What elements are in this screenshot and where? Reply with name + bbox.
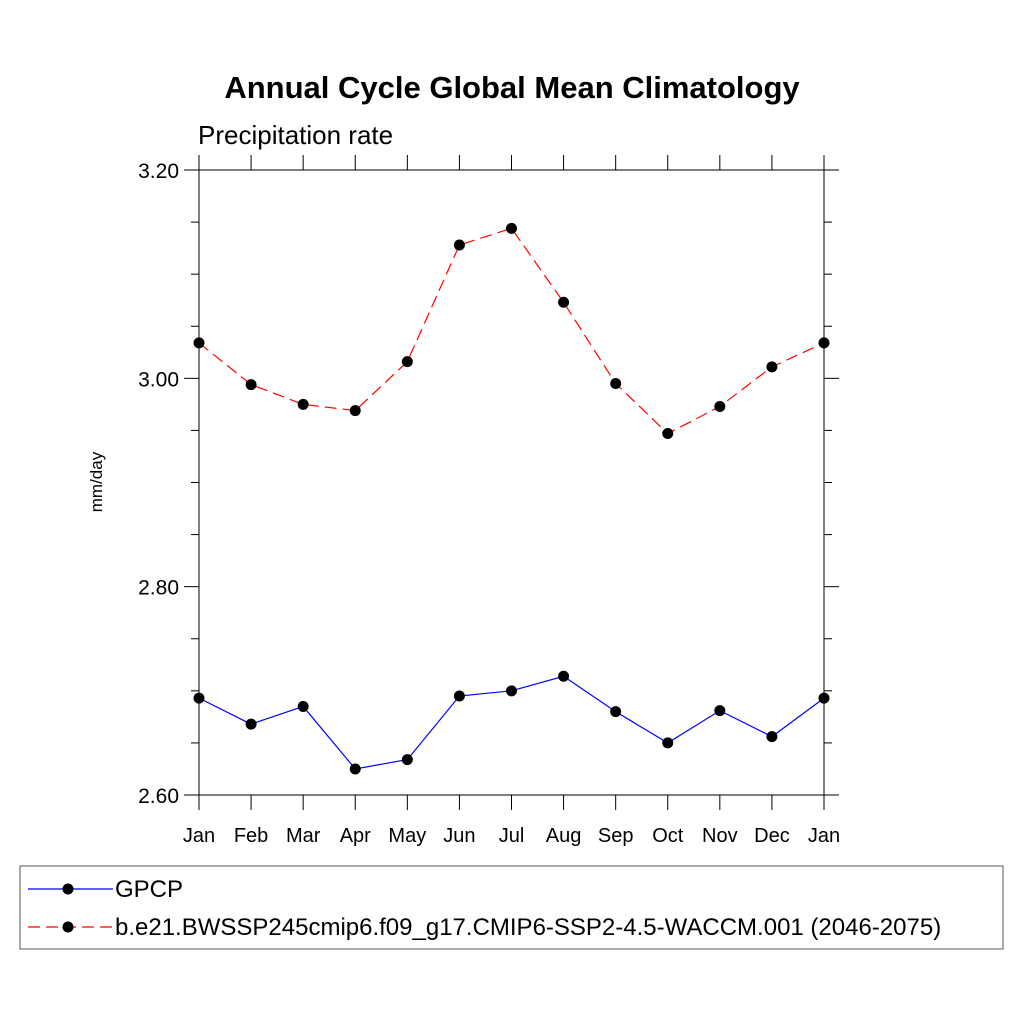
data-point xyxy=(453,239,465,251)
x-tick-label: May xyxy=(388,825,426,847)
legend-marker xyxy=(62,883,74,895)
chart-title: Annual Cycle Global Mean Climatology xyxy=(224,70,800,105)
legend-box xyxy=(19,865,1004,950)
x-tick-label: Nov xyxy=(702,825,738,847)
x-tick-label: Apr xyxy=(340,825,371,847)
legend-label: GPCP xyxy=(115,876,183,903)
x-tick-label: Oct xyxy=(652,825,684,847)
y-tick-labels: 2.60 2.80 3.00 3.20 xyxy=(138,160,179,808)
data-point xyxy=(766,731,778,743)
data-point xyxy=(349,763,361,775)
data-point xyxy=(349,405,361,417)
data-point xyxy=(401,356,413,368)
x-tick-label: Dec xyxy=(754,825,790,847)
data-point xyxy=(818,692,830,704)
y-tick-label: 3.20 xyxy=(138,160,179,183)
data-point xyxy=(818,337,830,349)
axes-ticks xyxy=(184,155,839,810)
data-point xyxy=(610,706,622,718)
y-tick-label: 2.60 xyxy=(138,785,179,808)
y-tick-label: 2.80 xyxy=(138,577,179,600)
data-point xyxy=(245,718,257,730)
data-point xyxy=(662,428,674,440)
legend-label: b.e21.BWSSP245cmip6.f09_g17.CMIP6-SSP2-4… xyxy=(115,914,941,941)
data-point xyxy=(401,754,413,766)
data-point xyxy=(558,296,570,308)
y-tick-label: 3.00 xyxy=(138,368,179,391)
data-point xyxy=(714,705,726,717)
data-point xyxy=(506,222,517,234)
data-point xyxy=(662,737,674,749)
data-point xyxy=(193,692,205,704)
chart-subtitle: Precipitation rate xyxy=(198,120,393,150)
x-tick-label: Jan xyxy=(183,825,215,847)
data-point xyxy=(610,378,622,390)
x-tick-label: Jul xyxy=(499,825,525,847)
x-tick-label: Jan xyxy=(808,825,840,847)
x-tick-label: Sep xyxy=(598,825,634,847)
data-point xyxy=(766,361,778,373)
data-point xyxy=(453,690,465,702)
x-tick-label: Aug xyxy=(546,825,582,847)
data-point xyxy=(558,670,570,682)
x-tick-labels: Jan Feb Mar Apr May Jun Jul Aug Sep Oct Nov Dec Jan xyxy=(183,825,840,847)
data-point xyxy=(714,400,726,412)
data-point xyxy=(297,398,309,410)
data-point xyxy=(506,685,517,697)
data-point xyxy=(193,337,205,349)
data-point xyxy=(245,379,257,391)
y-axis-label: mm/day xyxy=(87,451,106,512)
data-point xyxy=(297,700,309,712)
series-layer xyxy=(193,222,830,775)
x-tick-label: Jun xyxy=(443,825,475,847)
x-tick-label: Feb xyxy=(234,825,268,847)
series-line-model xyxy=(198,227,825,435)
legend: GPCP b.e21.BWSSP245cmip6.f09_g17.CMIP6-SS… xyxy=(19,865,1004,950)
x-tick-label: Mar xyxy=(286,825,321,847)
plot-frame xyxy=(198,169,825,796)
legend-marker xyxy=(62,921,74,933)
